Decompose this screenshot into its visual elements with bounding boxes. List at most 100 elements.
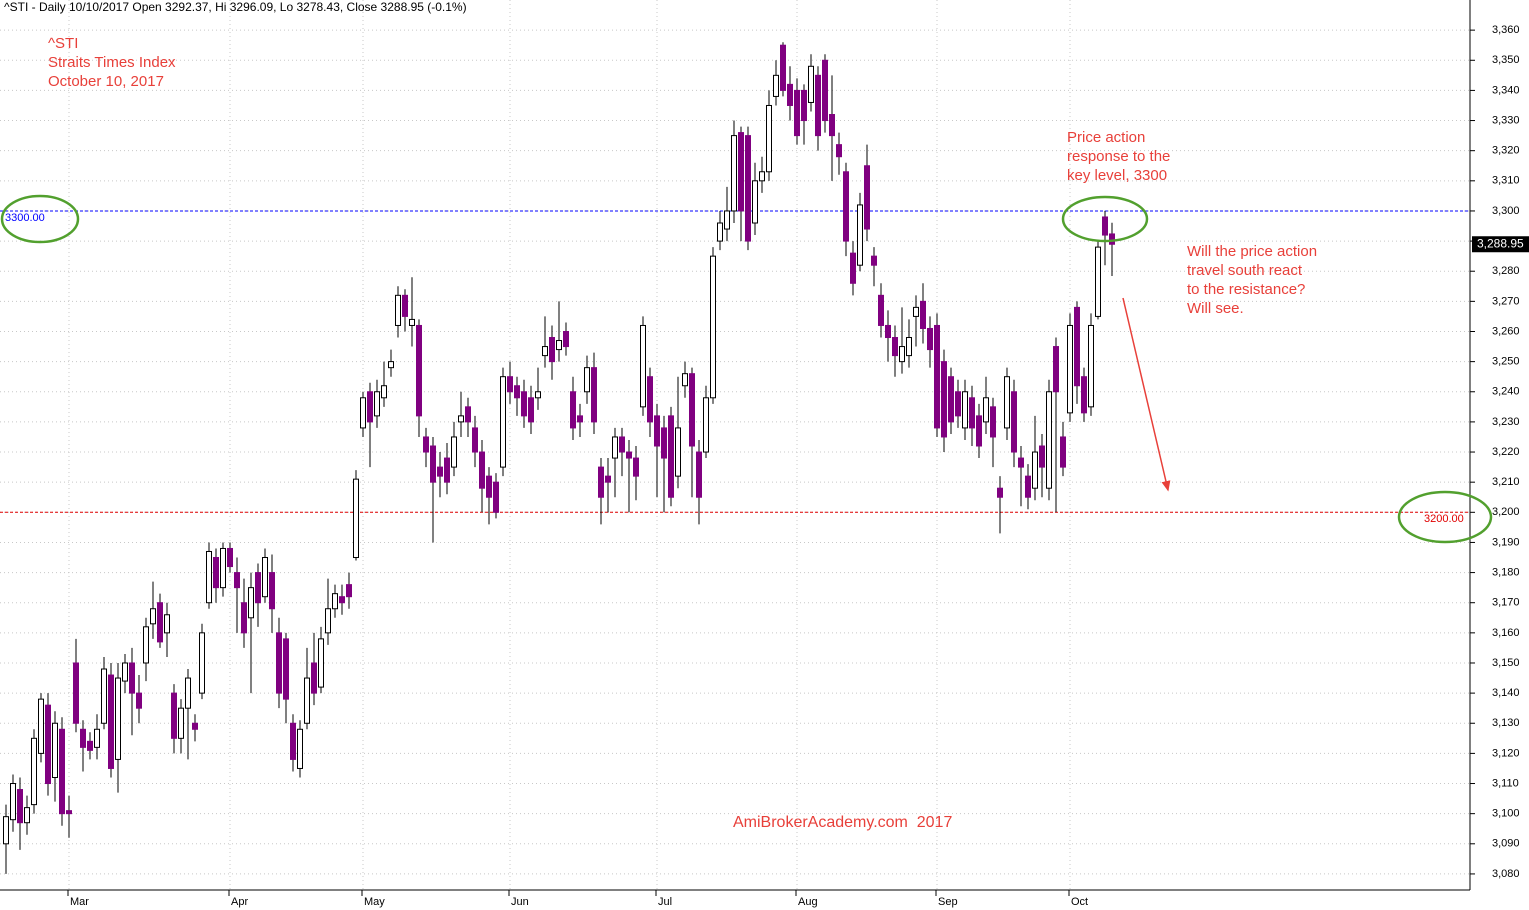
- candle-body: [570, 391, 576, 429]
- candle-body: [157, 602, 163, 643]
- annotation: to the resistance?: [1187, 281, 1305, 298]
- candle-body: [409, 318, 415, 326]
- candle-body: [969, 397, 975, 429]
- candle-body: [101, 668, 107, 724]
- candle-body: [843, 171, 849, 242]
- candle-body: [486, 475, 492, 498]
- candle-body: [388, 361, 394, 369]
- candle-body: [717, 222, 723, 242]
- watermark: AmiBrokerAcademy.com 2017: [733, 814, 952, 831]
- candle-body: [605, 475, 611, 483]
- candle-body: [136, 692, 142, 709]
- annotation: response to the: [1067, 148, 1170, 165]
- candle-body: [857, 204, 863, 266]
- candle-body: [150, 608, 156, 625]
- annotation: Will see.: [1187, 300, 1244, 317]
- candle-body: [997, 487, 1003, 498]
- candle-body: [556, 340, 562, 351]
- candle-body: [759, 171, 765, 182]
- y-tick-label: 3,240: [1492, 386, 1520, 398]
- candle-body: [437, 466, 443, 477]
- candle-body: [220, 547, 226, 589]
- candle-body: [500, 376, 506, 468]
- annotation: Price action: [1067, 129, 1145, 146]
- candle-body: [472, 427, 478, 453]
- candle-body: [178, 707, 184, 739]
- y-tick-label: 3,080: [1492, 868, 1520, 880]
- candle-body: [591, 367, 597, 423]
- candle-body: [542, 346, 548, 357]
- candle-body: [864, 165, 870, 230]
- candle-body: [17, 789, 23, 824]
- candle-body: [941, 361, 947, 438]
- candle-body: [185, 677, 191, 709]
- candle-body: [325, 608, 331, 634]
- y-tick-label: 3,130: [1492, 717, 1520, 729]
- candle-body: [598, 466, 604, 498]
- candle-body: [507, 376, 513, 393]
- candle-body: [640, 324, 646, 408]
- candle-body: [1011, 391, 1017, 453]
- candle-body: [563, 330, 569, 348]
- y-tick-label: 3,320: [1492, 145, 1520, 157]
- candle-body: [850, 252, 856, 284]
- y-tick-label: 3,310: [1492, 175, 1520, 187]
- candle-body: [661, 427, 667, 459]
- candle-body: [962, 391, 968, 429]
- candle-body: [276, 632, 282, 694]
- candle-body: [94, 728, 100, 748]
- candle-body: [892, 337, 898, 357]
- candle-body: [955, 391, 961, 417]
- candle-body: [1095, 246, 1101, 317]
- candle-body: [1004, 376, 1010, 429]
- candle-body: [990, 406, 996, 438]
- title-line: Straits Times Index: [48, 54, 176, 71]
- candle-body: [948, 376, 954, 423]
- candle-body: [1032, 451, 1038, 489]
- candle-body: [703, 397, 709, 453]
- candle-body: [983, 397, 989, 423]
- header: ^STI - Daily 10/10/2017 Open 3292.37, Hi…: [4, 0, 467, 14]
- overlay: ^STI Straits Times Index October 10, 2017 P…: [0, 35, 1493, 831]
- candle-body: [654, 415, 660, 447]
- candle-body: [745, 135, 751, 242]
- x-tick-label: Oct: [1071, 896, 1088, 908]
- candle-body: [374, 391, 380, 417]
- candle-body: [129, 662, 135, 694]
- candle-body: [381, 385, 387, 399]
- candle-body: [290, 722, 296, 760]
- y-tick-label: 3,170: [1492, 597, 1520, 609]
- candle-body: [10, 783, 16, 821]
- x-tick-label: Apr: [231, 896, 248, 908]
- candle-body: [1102, 216, 1108, 236]
- candle-body: [59, 728, 65, 815]
- y-tick-label: 3,120: [1492, 747, 1520, 759]
- candle-body: [199, 632, 205, 694]
- candle-body: [430, 445, 436, 483]
- candle-body: [1060, 436, 1066, 468]
- level-label: 3300.00: [5, 212, 45, 224]
- candle-body: [1053, 346, 1059, 393]
- y-tick-label: 3,140: [1492, 687, 1520, 699]
- candle-body: [339, 596, 345, 604]
- candle-body: [689, 373, 695, 447]
- y-tick-label: 3,220: [1492, 446, 1520, 458]
- y-tick-label: 3,110: [1492, 777, 1519, 789]
- y-tick-label: 3,270: [1492, 295, 1520, 307]
- x-tick-label: Jul: [658, 896, 672, 908]
- candle-body: [913, 306, 919, 317]
- candle-body: [115, 677, 121, 760]
- candle-body: [801, 89, 807, 122]
- candle-body: [612, 436, 618, 459]
- y-tick-label: 3,260: [1492, 325, 1520, 337]
- candle-body: [1025, 475, 1031, 498]
- y-tick-label: 3,250: [1492, 356, 1520, 368]
- y-tick-label: 3,090: [1492, 838, 1520, 850]
- candle-body: [976, 415, 982, 447]
- candle-body: [38, 698, 44, 754]
- candle-body: [360, 397, 366, 429]
- candle-body: [451, 436, 457, 468]
- candle-body: [514, 385, 520, 399]
- candle-body: [528, 397, 534, 423]
- candle-body: [367, 391, 373, 423]
